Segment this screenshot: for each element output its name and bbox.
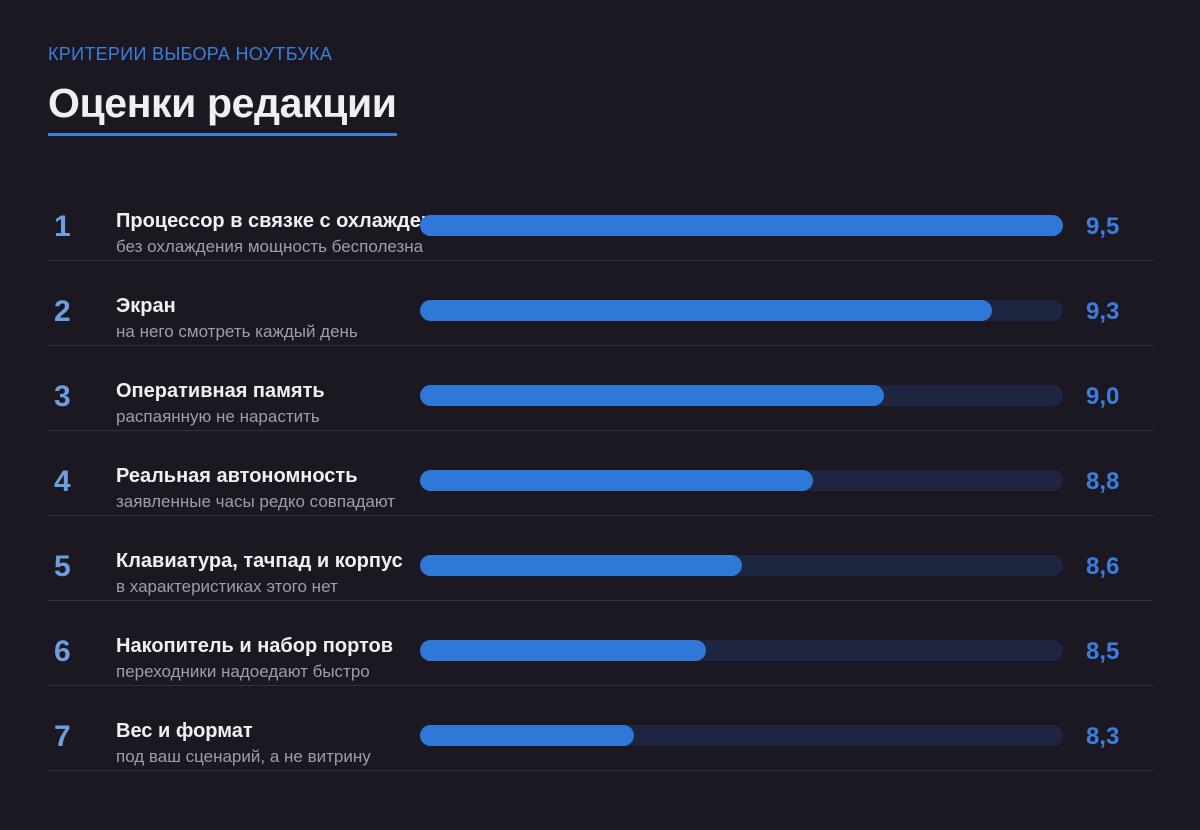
criterion-name: Вес и формат xyxy=(116,720,253,742)
score-label: 9,3 xyxy=(1086,298,1120,325)
score-label: 8,5 xyxy=(1086,638,1120,665)
bar-track xyxy=(420,300,1063,321)
score-label: 8,8 xyxy=(1086,468,1120,495)
bar-track xyxy=(420,725,1063,746)
bar-track xyxy=(420,215,1063,236)
chart-row: 1 Процессор в связке с охлаждением без о… xyxy=(48,176,1153,261)
chart-row: 7 Вес и формат под ваш сценарий, а не ви… xyxy=(48,686,1153,771)
score-label: 8,6 xyxy=(1086,553,1120,580)
bar-fill xyxy=(420,640,706,661)
bar-fill xyxy=(420,555,742,576)
criterion-name: Оперативная память xyxy=(116,380,325,402)
bar-fill xyxy=(420,725,635,746)
bar-track xyxy=(420,640,1063,661)
criterion-name: Реальная автономность xyxy=(116,465,358,487)
chart-row: 5 Клавиатура, тачпад и корпус в характер… xyxy=(48,516,1153,601)
criterion-note: заявленные часы редко совпадают xyxy=(116,492,396,511)
bar-fill xyxy=(420,215,1063,236)
score-label: 8,3 xyxy=(1086,723,1120,750)
criterion-name: Процессор в связке с охлаждением xyxy=(116,210,428,232)
title-block: Оценки редакции xyxy=(48,80,397,136)
bar-track xyxy=(420,555,1063,576)
score-label: 9,0 xyxy=(1086,383,1120,410)
page-title: Оценки редакции xyxy=(48,80,397,136)
bar-track xyxy=(420,470,1063,491)
criterion-name: Экран xyxy=(116,295,176,317)
criterion-note: на него смотреть каждый день xyxy=(116,322,358,341)
bar-fill xyxy=(420,470,813,491)
criterion-note: распаянную не нарастить xyxy=(116,407,320,426)
rank-number: 2 xyxy=(54,295,71,328)
criterion-note: под ваш сценарий, а не витрину xyxy=(116,747,371,766)
bar-fill xyxy=(420,300,992,321)
chart-row: 4 Реальная автономность заявленные часы … xyxy=(48,431,1153,516)
chart-row: 2 Экран на него смотреть каждый день 9,3 xyxy=(48,261,1153,346)
rank-number: 6 xyxy=(54,635,71,668)
criterion-note: без охлаждения мощность бесполезна xyxy=(116,237,424,256)
rank-number: 3 xyxy=(54,380,71,413)
rank-number: 7 xyxy=(54,720,71,753)
rank-number: 5 xyxy=(54,550,71,583)
rank-number: 4 xyxy=(54,465,71,498)
bar-track xyxy=(420,385,1063,406)
score-label: 9,5 xyxy=(1086,213,1120,240)
criterion-note: переходники надоедают быстро xyxy=(116,662,370,681)
chart-row: 3 Оперативная память распаянную не нарас… xyxy=(48,346,1153,431)
criterion-name: Накопитель и набор портов xyxy=(116,635,394,657)
rank-number: 1 xyxy=(54,210,71,243)
criterion-note: в характеристиках этого нет xyxy=(116,577,338,596)
kicker-label: КРИТЕРИИ ВЫБОРА НОУТБУКА xyxy=(48,44,333,64)
chart-row: 6 Накопитель и набор портов переходники … xyxy=(48,601,1153,686)
ratings-chart: 1 Процессор в связке с охлаждением без о… xyxy=(48,176,1153,771)
bar-fill xyxy=(420,385,885,406)
criterion-name: Клавиатура, тачпад и корпус xyxy=(116,550,403,572)
